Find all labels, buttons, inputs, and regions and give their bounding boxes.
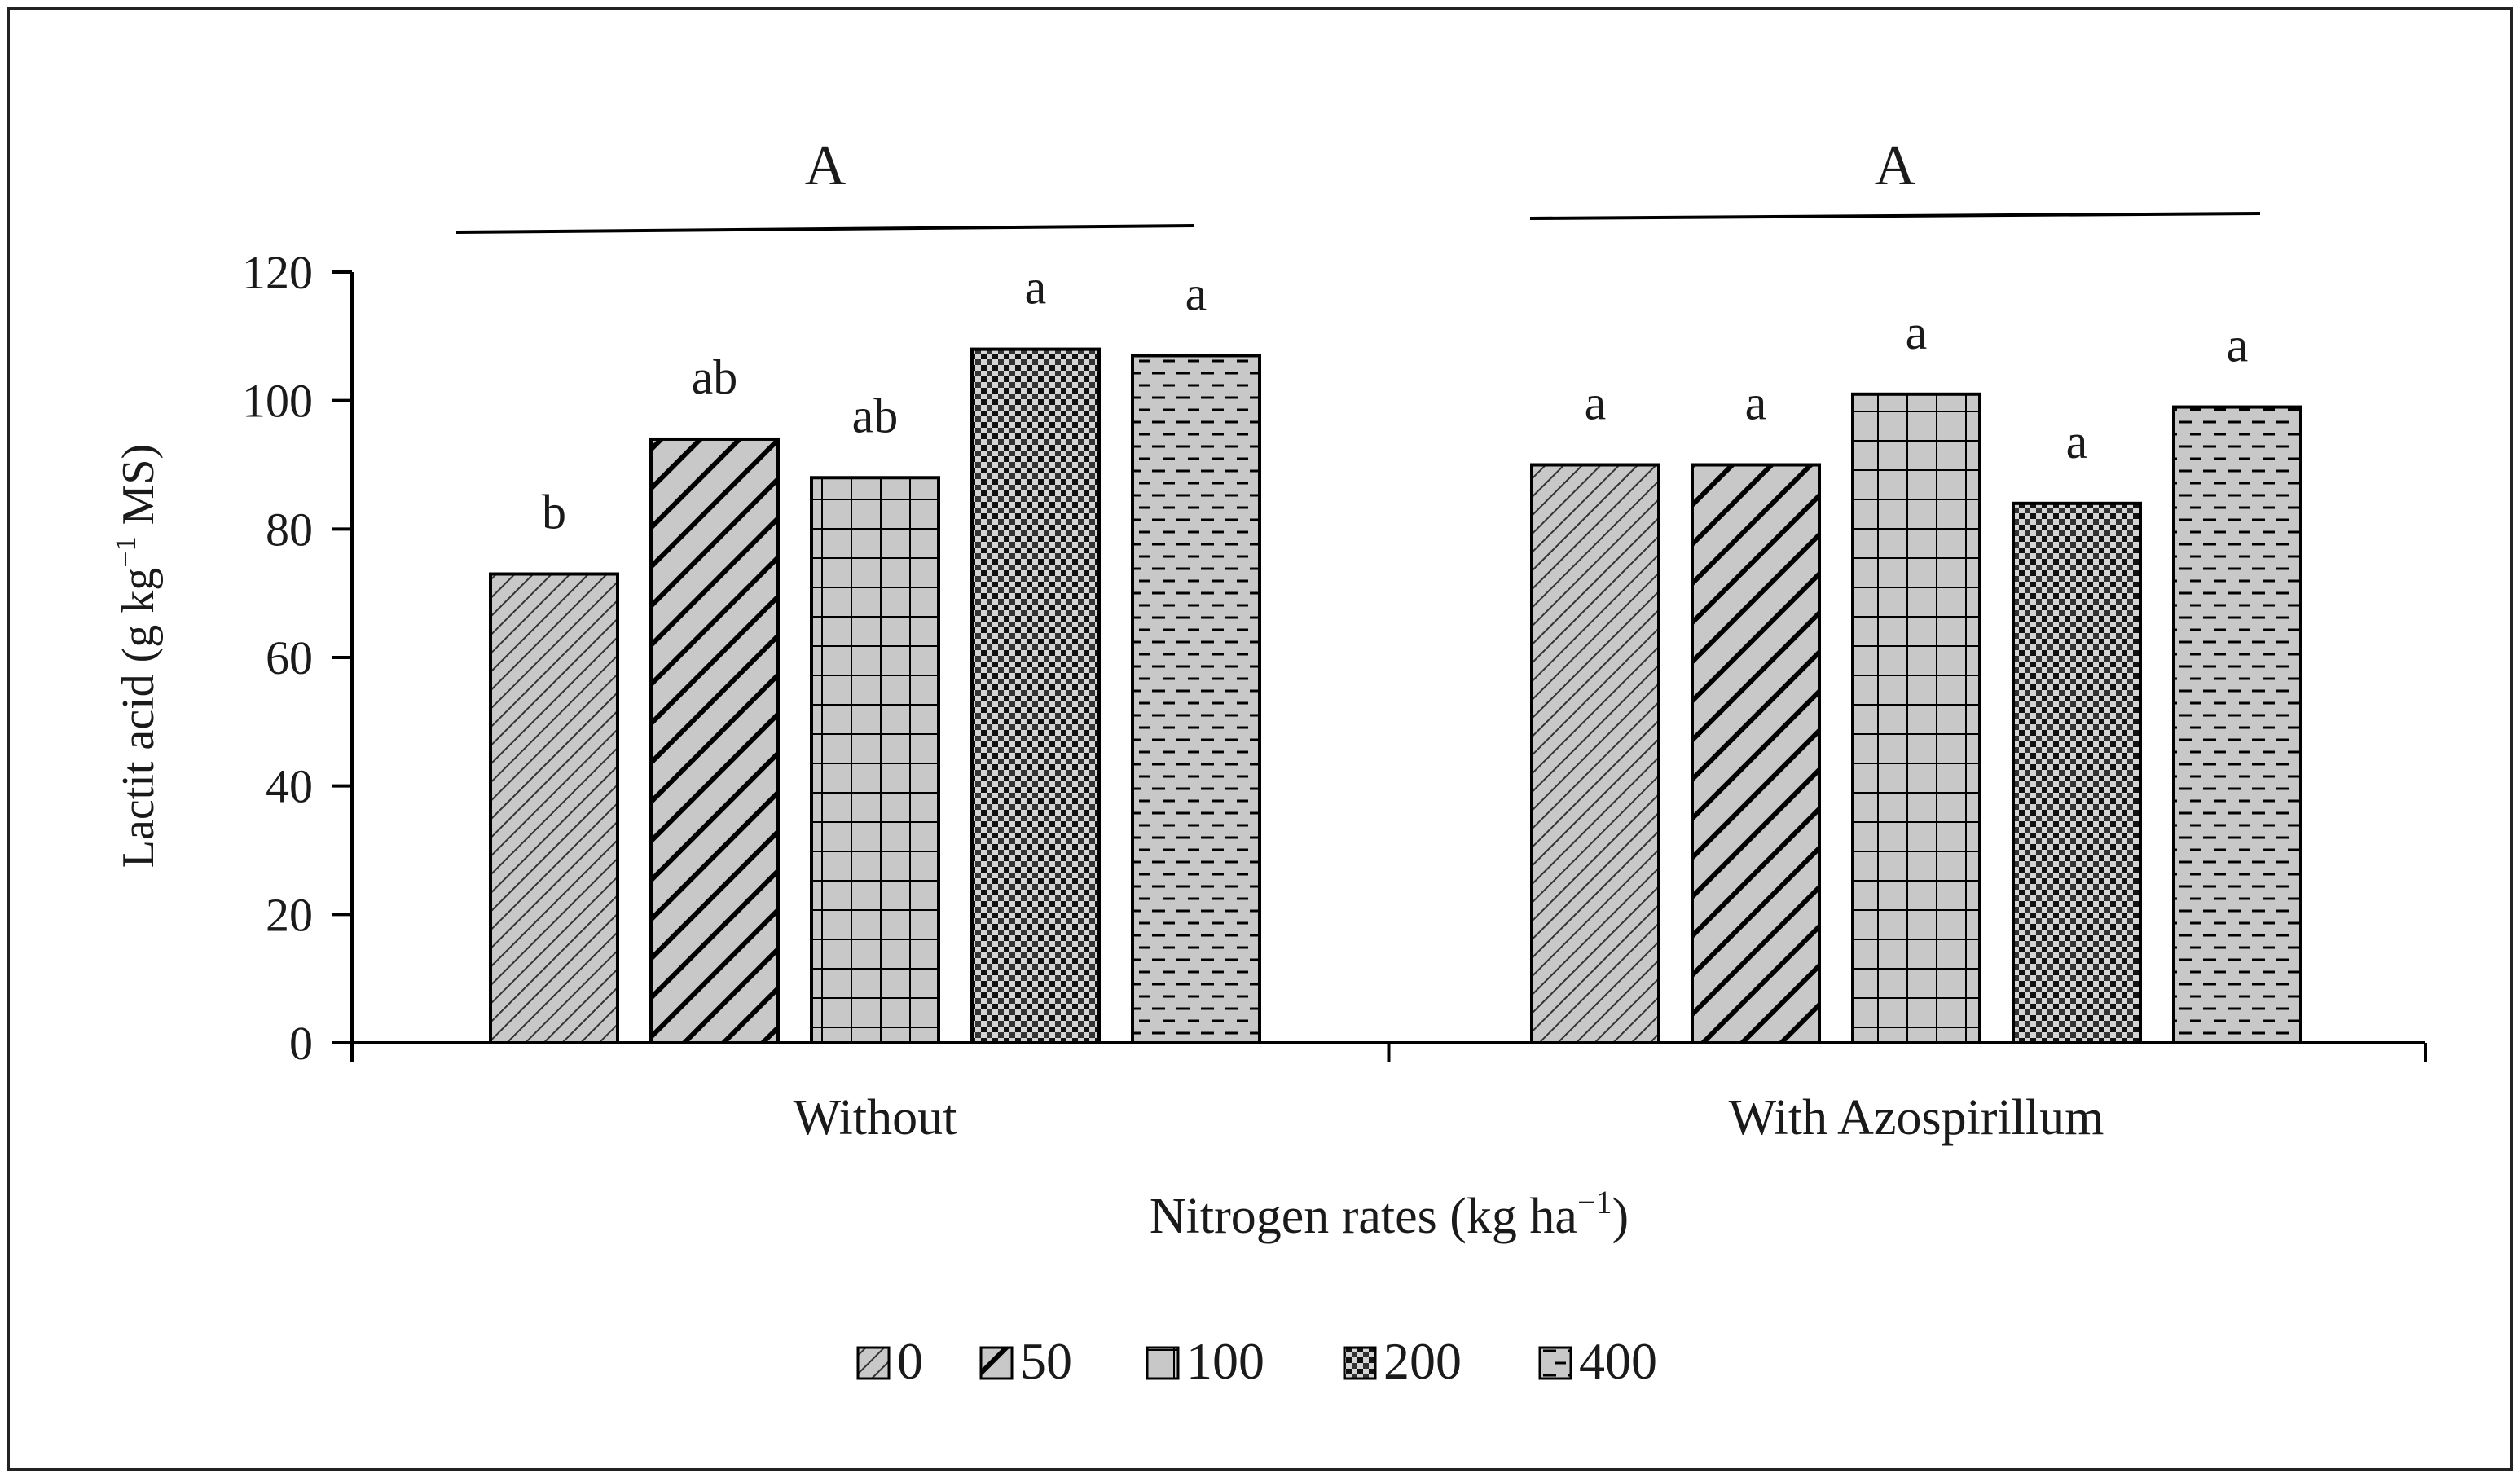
bar-significance-letter: a	[1185, 266, 1207, 320]
bar-significance-letter: ab	[692, 350, 738, 404]
legend-label: 100	[1186, 1332, 1264, 1390]
bar-significance-letter: b	[542, 486, 566, 539]
legend-item: 400	[1538, 1332, 1657, 1390]
group-bracket-line	[455, 224, 1195, 234]
x-axis-title-end: )	[1612, 1189, 1629, 1244]
y-tick-label: 20	[266, 888, 313, 941]
bars-layer: b ab ab a a Without Aa a a a a With Azospirillum A	[455, 134, 2302, 1146]
y-axis-title-main: Lactit acid (g kg	[113, 568, 164, 869]
bar	[970, 347, 1101, 1045]
y-axis-title-sup: −1	[109, 536, 142, 567]
bar-group: b ab ab a a Without A	[455, 134, 1261, 1146]
y-tick-label: 40	[266, 760, 313, 813]
bar-significance-letter: a	[2066, 415, 2088, 468]
legend-label: 0	[897, 1332, 923, 1390]
y-axis-title-end: MS)	[113, 444, 164, 537]
bar-significance-letter: a	[1745, 376, 1767, 430]
legend-swatch	[979, 1346, 1014, 1380]
legend-item: 200	[1343, 1332, 1462, 1390]
legend-swatch	[1538, 1346, 1572, 1380]
bar	[1131, 354, 1261, 1044]
x-axis-title-sup: −1	[1577, 1184, 1612, 1220]
legend-label: 200	[1383, 1332, 1462, 1390]
y-tick-label: 100	[242, 375, 313, 428]
legend-swatch	[1146, 1346, 1180, 1380]
bar	[1530, 463, 1660, 1044]
bar	[2172, 405, 2302, 1044]
y-axis-title: Lactit acid (g kg−1 MS)	[109, 444, 164, 868]
bar-group: a a a a a With Azospirillum A	[1529, 134, 2302, 1146]
bar	[489, 572, 619, 1044]
axes: 0 20 40 60 80 100 120	[242, 246, 2427, 1070]
legend-item: 100	[1146, 1332, 1264, 1390]
x-category-label: Without	[794, 1090, 957, 1146]
y-tick-label: 120	[242, 246, 313, 299]
bar-significance-letter: a	[1585, 376, 1607, 430]
bar	[649, 437, 780, 1044]
legend-swatch	[1343, 1346, 1377, 1380]
y-tick-label: 80	[266, 503, 313, 556]
bar	[1851, 392, 1981, 1044]
bar	[2012, 501, 2142, 1044]
bar-significance-letter: ab	[852, 389, 899, 442]
bar	[810, 476, 940, 1044]
bar	[1691, 463, 1821, 1044]
x-category-label: With Azospirillum	[1729, 1090, 2104, 1146]
x-axis-title-main: Nitrogen rates (kg ha	[1150, 1189, 1577, 1244]
bar-significance-letter: a	[1025, 261, 1047, 314]
group-bracket-line	[1529, 212, 2261, 220]
y-tick-label: 0	[289, 1017, 313, 1070]
legend: 0 50 100 200 400	[856, 1332, 1657, 1390]
x-axis-title: Nitrogen rates (kg ha−1)	[1150, 1184, 1629, 1244]
y-tick-label: 60	[266, 631, 313, 684]
legend-label: 50	[1020, 1332, 1072, 1390]
group-significance-letter: A	[805, 134, 847, 197]
bar-significance-letter: a	[1906, 306, 1928, 359]
legend-swatch	[856, 1346, 891, 1380]
legend-item: 50	[979, 1332, 1072, 1390]
legend-item: 0	[856, 1332, 923, 1390]
group-significance-letter: A	[1875, 134, 1916, 197]
bar-significance-letter: a	[2227, 319, 2249, 372]
legend-label: 400	[1579, 1332, 1657, 1390]
